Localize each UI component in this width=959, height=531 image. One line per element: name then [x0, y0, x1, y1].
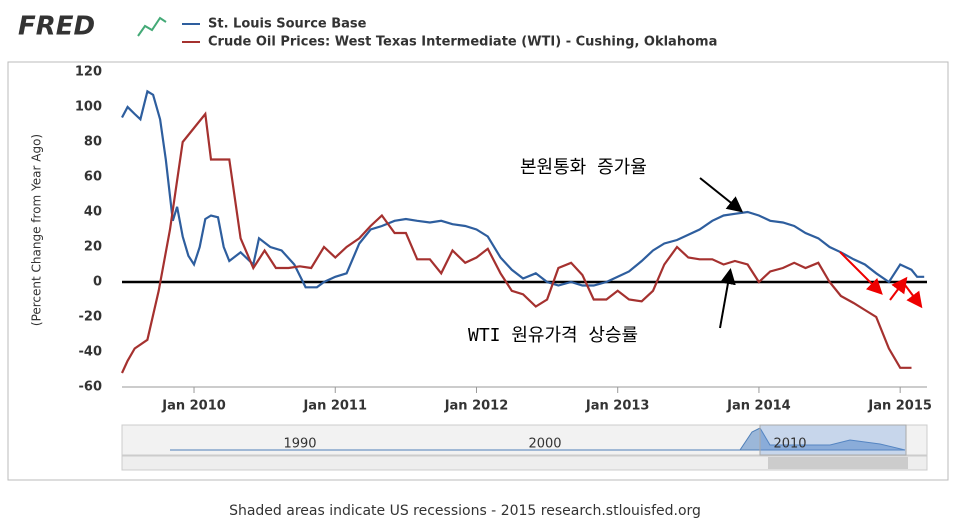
- frame: [7, 61, 949, 481]
- y-tick-label: 80: [84, 135, 102, 150]
- annotation-arrow: [904, 284, 923, 309]
- x-tick-label: Jan 2010: [161, 399, 226, 414]
- navigator-label: 2000: [528, 437, 561, 452]
- y-tick-label: 20: [84, 240, 102, 255]
- annotation-arrow: [699, 177, 744, 213]
- logo-icon: [137, 16, 167, 37]
- navigator-window: [759, 424, 907, 456]
- annotation-arrow: [889, 276, 908, 301]
- footer: Shaded areas indicate US recessions - 20…: [229, 503, 701, 519]
- annotation: 본원통화 증가율: [520, 157, 647, 178]
- series-line: [121, 89, 925, 289]
- annotation-arrow: [839, 251, 883, 295]
- scrollbar-thumb[interactable]: [768, 457, 908, 469]
- y-tick-label: 0: [93, 275, 102, 290]
- y-tick-label: -40: [79, 345, 103, 360]
- y-tick-label: 40: [84, 205, 102, 220]
- x-tick-label: Jan 2015: [867, 399, 932, 414]
- plot-area: -60 -40 -20 0 20 40 60 80 100 120 Jan 2010 Jan 2011…: [75, 65, 932, 414]
- x-tick-label: Jan 2014: [726, 399, 791, 414]
- y-tick-label: 60: [84, 170, 102, 185]
- legend: St. Louis Source Base Crude Oil Prices: W…: [182, 17, 717, 50]
- x-tick-label: Jan 2012: [444, 399, 509, 414]
- y-axis-label: (Percent Change from Year Ago): [30, 134, 44, 326]
- y-tick-label: -60: [79, 380, 103, 395]
- navigator-label: 2010: [773, 437, 806, 452]
- annotation-arrow: [719, 268, 736, 329]
- x-tick-label: Jan 2011: [302, 399, 367, 414]
- annotation: WTI 원유가격 상승률: [468, 325, 638, 346]
- logo: FRED: [18, 12, 95, 42]
- x-tick-label: Jan 2013: [585, 399, 650, 414]
- navigator-series: [170, 427, 906, 451]
- legend-label: Crude Oil Prices: West Texas Intermediat…: [208, 35, 717, 50]
- legend-label: St. Louis Source Base: [208, 17, 367, 32]
- scrollbar[interactable]: [121, 455, 928, 471]
- y-tick-label: -20: [79, 310, 103, 325]
- y-tick-label: 120: [75, 65, 102, 80]
- navigator-label: 1990: [283, 437, 316, 452]
- navigator-labels: 1990 2000 2010: [283, 437, 806, 452]
- series-line: [121, 111, 912, 374]
- y-tick-label: 100: [75, 100, 102, 115]
